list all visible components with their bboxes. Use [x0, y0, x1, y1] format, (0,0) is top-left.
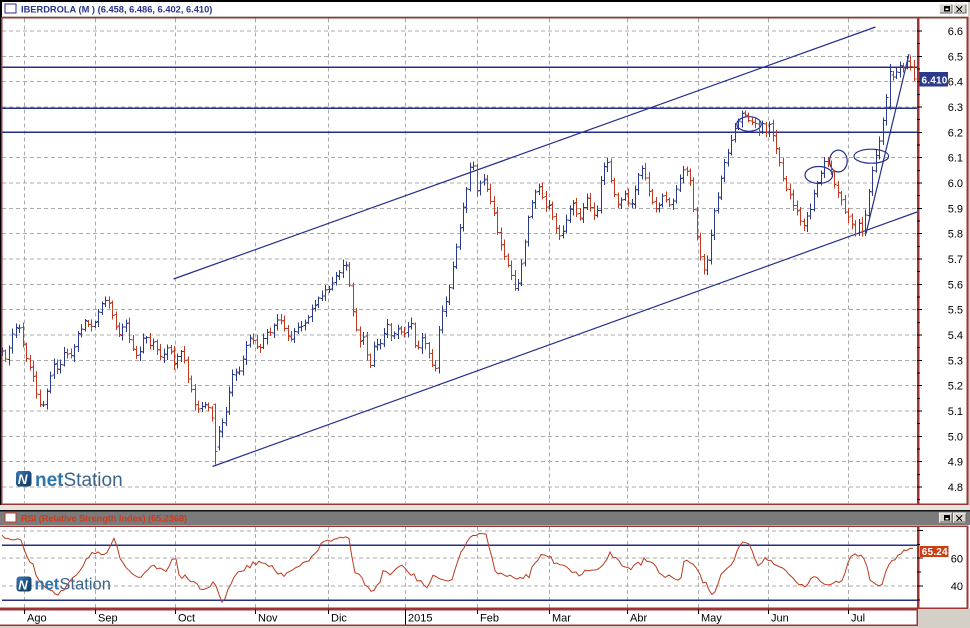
svg-text:N: N — [18, 472, 28, 487]
svg-text:5.1: 5.1 — [948, 406, 963, 418]
svg-text:net: net — [35, 576, 60, 594]
svg-text:4.8: 4.8 — [948, 482, 963, 494]
svg-text:N: N — [18, 577, 28, 592]
svg-text:5.6: 5.6 — [948, 279, 963, 291]
svg-text:Ago: Ago — [27, 613, 47, 625]
svg-text:65.24: 65.24 — [922, 547, 948, 558]
svg-text:6.1: 6.1 — [948, 153, 963, 165]
svg-text:Jun: Jun — [771, 613, 789, 625]
svg-text:IBERDROLA (M ) (6.458, 6.486,: IBERDROLA (M ) (6.458, 6.486, 6.402, 6.4… — [21, 5, 212, 15]
svg-text:6.6: 6.6 — [948, 26, 963, 38]
svg-text:5.5: 5.5 — [948, 305, 963, 317]
svg-text:Station: Station — [64, 470, 123, 491]
svg-text:Dic: Dic — [331, 613, 347, 625]
svg-text:May: May — [701, 613, 722, 625]
svg-text:Feb: Feb — [480, 613, 499, 625]
svg-text:RSI (Relative Strength Index): RSI (Relative Strength Index) (65.2368) — [21, 514, 187, 525]
svg-text:60: 60 — [951, 554, 963, 566]
svg-text:6.5: 6.5 — [948, 51, 963, 63]
svg-text:Jul: Jul — [851, 613, 865, 625]
svg-text:5.0: 5.0 — [948, 431, 963, 443]
svg-text:6.0: 6.0 — [948, 178, 963, 190]
svg-text:6.410: 6.410 — [922, 76, 948, 87]
svg-text:40: 40 — [951, 581, 963, 593]
svg-text:6.4: 6.4 — [948, 77, 963, 89]
svg-text:5.4: 5.4 — [948, 330, 963, 342]
svg-text:5.3: 5.3 — [948, 355, 963, 367]
svg-text:5.9: 5.9 — [948, 203, 963, 215]
svg-text:2015: 2015 — [408, 613, 432, 625]
svg-text:Sep: Sep — [98, 613, 118, 625]
svg-text:Abr: Abr — [630, 613, 647, 625]
svg-text:6.2: 6.2 — [948, 127, 963, 139]
svg-text:Nov: Nov — [258, 613, 278, 625]
svg-text:5.7: 5.7 — [948, 254, 963, 266]
svg-text:net: net — [35, 470, 64, 491]
svg-text:Mar: Mar — [552, 613, 571, 625]
svg-text:6.3: 6.3 — [948, 102, 963, 114]
svg-text:5.2: 5.2 — [948, 381, 963, 393]
svg-text:Oct: Oct — [178, 613, 195, 625]
svg-text:Station: Station — [60, 576, 111, 594]
svg-text:5.8: 5.8 — [948, 229, 963, 241]
svg-text:4.9: 4.9 — [948, 457, 963, 469]
